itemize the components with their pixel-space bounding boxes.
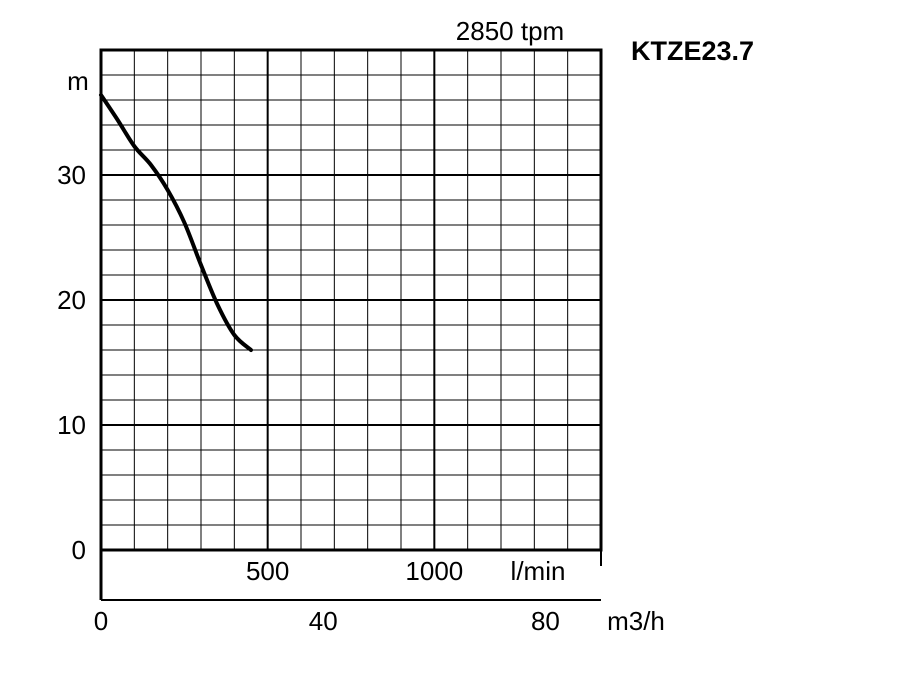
lpm-tick-label: 500 (246, 556, 289, 586)
m3h-tick-label: 0 (94, 606, 108, 636)
lower-axis-lines (99, 550, 602, 601)
y-axis-label: m (67, 66, 89, 96)
y-tick-labels: 0 10 20 30 (57, 160, 86, 565)
chart-title: KTZE23.7 (631, 36, 754, 66)
m3h-tick-label: 40 (309, 606, 338, 636)
y-tick-label: 20 (57, 285, 86, 315)
m3h-tick-label: 80 (531, 606, 560, 636)
y-tick-label: 10 (57, 410, 86, 440)
lpm-tick-label: 1000 (405, 556, 463, 586)
head-curve (99, 93, 253, 352)
m3h-tick-labels: 0 40 80 (94, 606, 560, 636)
m3h-unit-label: m3/h (607, 606, 665, 636)
y-tick-label: 0 (72, 535, 86, 565)
lpm-tick-labels: 500 1000 (246, 556, 463, 586)
y-tick-label: 30 (57, 160, 86, 190)
grid-lines (101, 50, 601, 550)
subtitle: 2850 tpm (456, 16, 564, 46)
lpm-unit-label: l/min (511, 556, 566, 586)
plot-frame (99, 48, 603, 552)
